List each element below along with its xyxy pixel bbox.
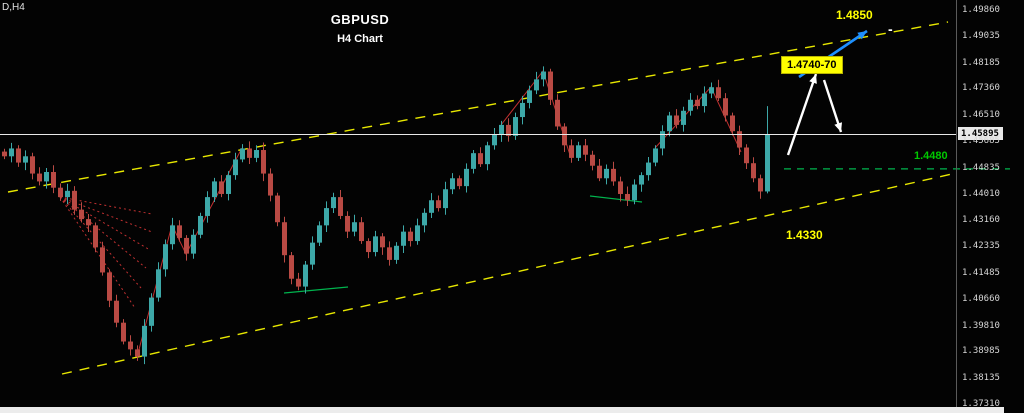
current-price-tag: 1.45895	[958, 127, 1003, 141]
price-axis-label: 1.38985	[962, 346, 1000, 357]
target-price-label: 1.4850	[836, 8, 873, 22]
channel-price-label: 1.4330	[786, 228, 823, 242]
price-axis-label: 1.44010	[962, 188, 1000, 199]
price-axis-label: 1.41485	[962, 267, 1000, 278]
bottom-strip	[0, 407, 1004, 413]
support-price-label: 1.4480	[914, 150, 948, 162]
price-axis-label: 1.46510	[962, 110, 1000, 121]
price-axis-label: 1.44835	[962, 162, 1000, 173]
price-axis-label: 1.43160	[962, 215, 1000, 226]
chart-title: GBPUSD H4 Chart	[300, 12, 420, 45]
price-axis-label: 1.38135	[962, 373, 1000, 384]
price-axis-label: 1.42335	[962, 241, 1000, 252]
dash-marker: -	[888, 21, 893, 37]
price-axis-label: 1.40660	[962, 293, 1000, 304]
price-axis-label: 1.49860	[962, 5, 1000, 15]
chart-title-symbol: GBPUSD	[330, 12, 390, 27]
price-axis-label: 1.39810	[962, 320, 1000, 331]
price-axis-label: 1.45685	[962, 136, 1000, 147]
price-axis[interactable]: 1.45895 1.49860 1.49035 1.48185 1.47360 1.46…	[956, 0, 1024, 413]
price-axis-label: 1.37310	[962, 399, 1000, 409]
symbol-period-label: D,H4	[2, 2, 25, 13]
price-axis-label: 1.48185	[962, 57, 1000, 68]
chart-title-timeframe: H4 Chart	[337, 33, 383, 45]
price-axis-label: 1.49035	[962, 30, 1000, 41]
price-axis-label: 1.47360	[962, 83, 1000, 94]
supply-zone-label: 1.4740-70	[781, 56, 843, 74]
